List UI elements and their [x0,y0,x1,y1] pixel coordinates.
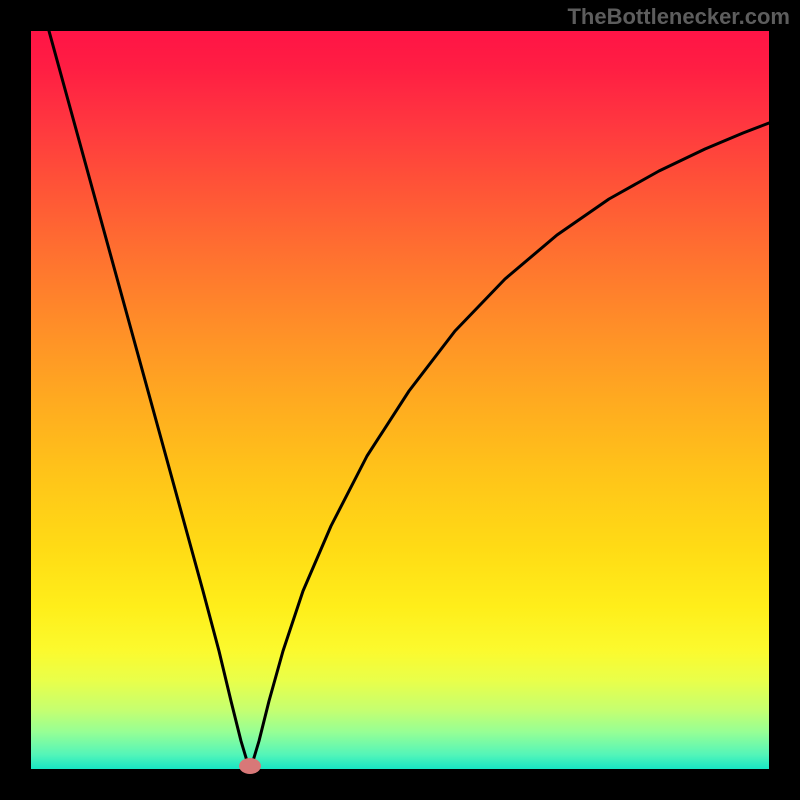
bottleneck-curve [49,31,769,767]
watermark-text: TheBottlenecker.com [567,4,790,30]
plot-area [31,31,769,769]
curve-layer [31,31,769,769]
chart-container: TheBottlenecker.com [0,0,800,800]
current-config-marker [239,758,261,774]
